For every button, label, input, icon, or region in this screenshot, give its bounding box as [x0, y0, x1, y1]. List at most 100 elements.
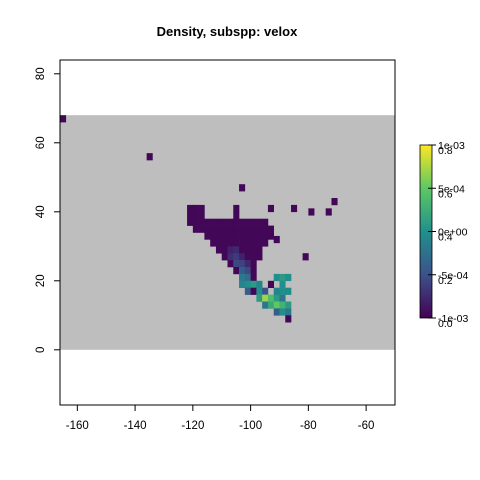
raster-cell [227, 225, 234, 233]
raster-cell [250, 239, 257, 247]
raster-cell [210, 232, 217, 240]
raster-cell [239, 184, 246, 192]
raster-cell [215, 225, 223, 233]
raster-cell [187, 204, 194, 213]
raster-cell [204, 225, 211, 233]
raster-cell [285, 308, 292, 316]
raster-cell [198, 204, 205, 213]
raster-cell [331, 198, 338, 206]
raster-cell [250, 253, 257, 261]
raster-cell [239, 253, 246, 261]
raster-cell [256, 232, 263, 240]
raster-cell [221, 232, 228, 240]
raster-cell [187, 218, 194, 226]
raster-cell [250, 267, 257, 275]
raster-cell [244, 218, 251, 226]
raster-cell [221, 246, 228, 254]
raster-cell [285, 287, 292, 295]
y-tick-label: 40 [35, 205, 47, 218]
raster-cell [187, 211, 194, 219]
colorbar-label: -1e-03 [438, 313, 469, 325]
x-axis: -160 -140 -120 -100 -80 -60 [66, 404, 375, 432]
raster-cell [250, 260, 257, 268]
raster-cell [262, 294, 269, 302]
raster-cell [256, 225, 263, 233]
raster-cell [239, 239, 246, 247]
raster-cell [204, 218, 211, 226]
raster-cell [267, 225, 275, 233]
raster-cell [244, 225, 251, 233]
raster-cell [267, 204, 275, 213]
y-tick-label: 0 [35, 347, 47, 353]
raster-cell [233, 232, 240, 240]
raster-cell [198, 225, 205, 233]
raster-cell [279, 287, 286, 295]
raster-cell [267, 232, 275, 240]
raster-cell [273, 294, 280, 302]
colorbar-label: 5e-04 [438, 183, 465, 195]
raster-cell [250, 225, 257, 233]
raster-cell [233, 218, 240, 226]
colorbar-label: 0e+00 [438, 227, 468, 239]
colorbar-label: 0.2 [438, 275, 453, 287]
raster-cell [285, 315, 292, 323]
raster-cell [273, 235, 280, 244]
raster-cell [204, 232, 211, 240]
raster-cell [262, 225, 269, 233]
x-tick-label: -160 [66, 420, 89, 432]
raster-cell [308, 208, 315, 216]
raster-cell [210, 218, 217, 226]
raster-cell [267, 301, 275, 309]
raster-cell [239, 218, 246, 226]
raster-cell [244, 273, 251, 282]
raster-cell [262, 239, 269, 247]
raster-cell [244, 280, 251, 288]
raster-cell [250, 218, 257, 226]
raster-cell [250, 287, 257, 295]
raster-cell [192, 204, 199, 213]
raster-cell [273, 301, 280, 309]
raster-cell [215, 232, 223, 240]
raster-cell [233, 260, 240, 268]
raster-cell [239, 232, 246, 240]
raster-cell [239, 260, 246, 268]
raster-cell [210, 225, 217, 233]
raster-cell [227, 246, 234, 254]
raster-cell [262, 287, 269, 295]
raster-cell [256, 294, 263, 302]
raster-cell [256, 280, 263, 288]
raster-cell [239, 246, 246, 254]
raster-cell [273, 308, 280, 316]
raster-cell [291, 204, 298, 213]
raster-cell [244, 239, 251, 247]
raster-cell [279, 280, 286, 288]
raster-cell [256, 246, 263, 254]
raster-cell [250, 246, 257, 254]
raster-cell [233, 204, 240, 213]
raster-cell [239, 273, 246, 282]
raster-cell [233, 267, 240, 275]
raster-cell [267, 280, 275, 288]
raster-cell [244, 267, 251, 275]
raster-cell [239, 225, 246, 233]
raster-cell [198, 211, 205, 219]
raster-cell [250, 232, 257, 240]
raster-cell [146, 153, 153, 161]
colorbar-label: 1e-03 [438, 140, 465, 152]
raster-cell [273, 287, 280, 295]
x-tick-label: -60 [358, 420, 375, 432]
raster-layer [60, 115, 395, 350]
raster-cell [227, 260, 234, 268]
raster-cell [192, 218, 199, 226]
raster-cell [221, 225, 228, 233]
raster-cell [267, 294, 275, 302]
x-tick-label: -80 [300, 420, 317, 432]
y-axis: 0 20 40 60 80 [35, 67, 61, 353]
raster-cell [221, 218, 228, 226]
raster-cell [233, 253, 240, 261]
raster-cell [279, 301, 286, 309]
raster-cell [233, 225, 240, 233]
colorbar: 1e-030.8 5e-040.6 0e+000.4 -5e-040.2 -1e-030… [419, 140, 469, 330]
raster-cell [215, 239, 223, 247]
